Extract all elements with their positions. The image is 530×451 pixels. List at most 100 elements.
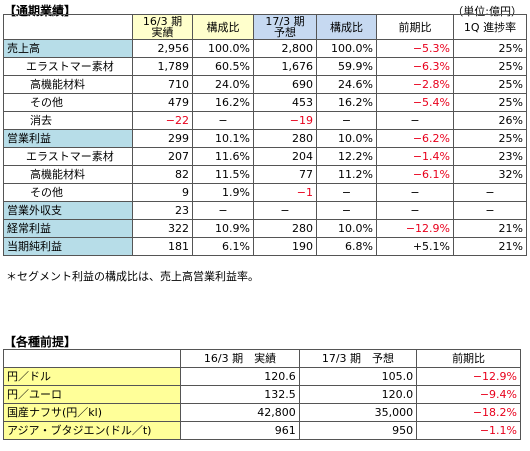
cell-v4: − [316,201,377,220]
cell-v3: 690 [253,75,317,94]
assumptions-table: 16/3 期 実績 17/3 期 予想 前期比 円／ドル 120.6 105.0 −1… [2,349,521,440]
cell-v6: − [453,183,527,202]
cell-v1: 207 [132,147,193,166]
table-row: エラストマー素材 207 11.6% 204 12.2% −1.4% 23% [3,147,527,166]
row-label: 営業利益 [3,129,133,148]
cell-v1: 2,956 [132,39,193,58]
cell-v6: 25% [453,129,527,148]
cell-v6: 26% [453,111,527,130]
table-row: 高機能材料 710 24.0% 690 24.6% −2.8% 25% [3,75,527,94]
header-composition-16: 構成比 [192,14,254,40]
header-fy16-actual: 16/3 期実績 [132,14,193,40]
cell-v1: 710 [132,75,193,94]
cell-v1: −22 [132,111,193,130]
cell-v3: 1,676 [253,57,317,76]
cell-v6: 21% [453,237,527,256]
table-row: 営業利益 299 10.1% 280 10.0% −6.2% 25% [3,129,527,148]
header-fy17-forecast: 17/3 期 予想 [298,349,418,368]
cell-v6: 25% [453,57,527,76]
cell-v1: 120.6 [180,367,300,386]
cell-v5: −6.1% [376,165,454,184]
cell-v6: 23% [453,147,527,166]
cell-v4: 100.0% [316,39,377,58]
table-row: 円／ユーロ 132.5 120.0 −9.4% [2,385,521,404]
cell-v4: 10.0% [316,219,377,238]
header-blank [3,14,133,40]
cell-v1: 82 [132,165,193,184]
header-fy17-forecast: 17/3 期予想 [253,14,317,40]
cell-v1: 1,789 [132,57,193,76]
cell-v2: 105.0 [298,367,418,386]
cell-v3: 204 [253,147,317,166]
cell-v3: 280 [253,219,317,238]
table-row: その他 479 16.2% 453 16.2% −5.4% 25% [3,93,527,112]
cell-v4: 24.6% [316,75,377,94]
cell-v5: − [376,183,454,202]
cell-v2: 60.5% [192,57,254,76]
cell-v4: 6.8% [316,237,377,256]
cell-v4: − [316,183,377,202]
cell-v6: 25% [453,39,527,58]
cell-v4: 16.2% [316,93,377,112]
row-label: 当期純利益 [3,237,133,256]
cell-v6: 25% [453,93,527,112]
row-label: 円／ユーロ [2,385,182,404]
row-label: 消去 [3,111,133,130]
cell-v3: −1.1% [416,421,521,440]
row-label: 高機能材料 [3,165,133,184]
table-row: アジア・ブタジエン(ドル／t) 961 950 −1.1% [2,421,521,440]
table-header-row: 16/3 期実績 構成比 17/3 期予想 構成比 前期比 1Q 進捗率 [3,14,527,40]
table-row: その他 9 1.9% −1− − − [3,183,527,202]
cell-v4: 10.0% [316,129,377,148]
cell-v4: − [316,111,377,130]
cell-v5: −1.4% [376,147,454,166]
cell-v5: −5.4% [376,93,454,112]
cell-v5: − [376,111,454,130]
table-row: 経常利益 322 10.9% 280 10.0% −12.9% 21% [3,219,527,238]
cell-v5: −12.9% [376,219,454,238]
cell-v1: 42,800 [180,403,300,422]
cell-v5: −2.8% [376,75,454,94]
table-row: 当期純利益 181 6.1% 190 6.8% +5.1% 21% [3,237,527,256]
table-header-row: 16/3 期 実績 17/3 期 予想 前期比 [2,349,521,368]
table-row: 円／ドル 120.6 105.0 −12.9% [2,367,521,386]
cell-v3: 77 [253,165,317,184]
cell-v2: 10.1% [192,129,254,148]
row-label: エラストマー素材 [3,57,133,76]
cell-v4: 59.9% [316,57,377,76]
table-row: 売上高 2,956 100.0% 2,800 100.0% −5.3% 25% [3,39,527,58]
cell-v5: −6.3% [376,57,454,76]
header-1q-progress: 1Q 進捗率 [453,14,527,40]
table-row: 高機能材料 82 11.5% 77 11.2% −6.1% 32% [3,165,527,184]
annual-results-table: 16/3 期実績 構成比 17/3 期予想 構成比 前期比 1Q 進捗率 売上高… [3,14,527,256]
cell-v1: 479 [132,93,193,112]
table-row: 国産ナフサ(円／kl) 42,800 35,000 −18.2% [2,403,521,422]
cell-v3: 190 [253,237,317,256]
cell-v3: −12.9% [416,367,521,386]
cell-v2: 950 [298,421,418,440]
section-title-assumptions: 【各種前提】 [4,335,77,349]
row-label: 経常利益 [3,219,133,238]
cell-v6: 25% [453,75,527,94]
header-yoy: 前期比 [416,349,521,368]
cell-v3: −19 [253,111,317,130]
cell-v6: 21% [453,219,527,238]
row-label: 高機能材料 [3,75,133,94]
table-row: エラストマー素材 1,789 60.5% 1,676 59.9% −6.3% 25% [3,57,527,76]
cell-v3: −9.4% [416,385,521,404]
cell-v5: −5.3% [376,39,454,58]
cell-v2: 24.0% [192,75,254,94]
header-yoy: 前期比 [376,14,454,40]
cell-v5: +5.1% [376,237,454,256]
cell-v3: − [253,201,317,220]
footnote: ＊セグメント利益の構成比は、売上高営業利益率。 [6,270,259,283]
cell-v2: 10.9% [192,219,254,238]
cell-v5: −6.2% [376,129,454,148]
cell-v1: 299 [132,129,193,148]
cell-v1: 9 [132,183,193,202]
row-label: 国産ナフサ(円／kl) [2,403,182,422]
cell-v2: 11.5% [192,165,254,184]
cell-v3: −1 [253,183,317,202]
row-label: アジア・ブタジエン(ドル／t) [2,421,182,440]
cell-v4: 12.2% [316,147,377,166]
